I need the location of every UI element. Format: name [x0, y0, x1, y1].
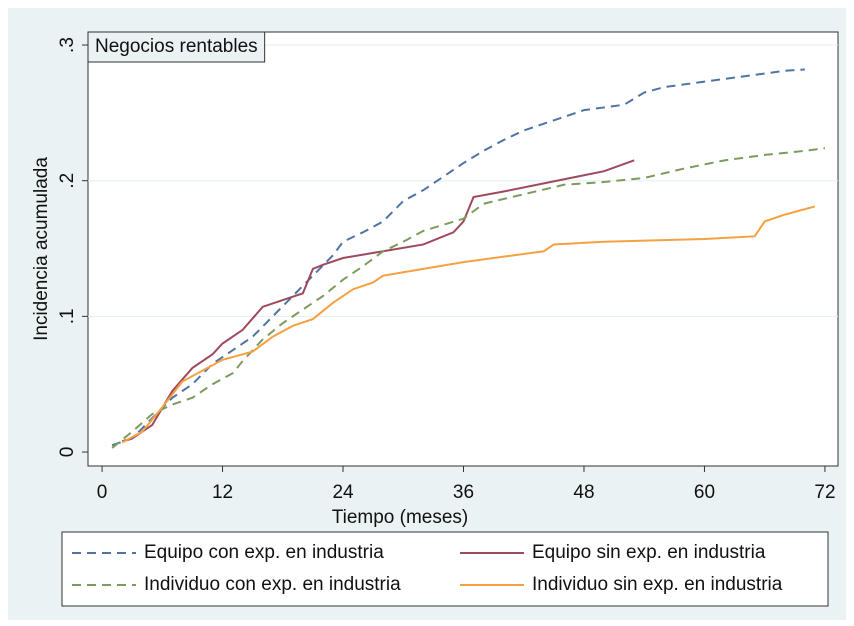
y-tick-label: .3: [57, 37, 78, 53]
x-tick-label: 24: [332, 482, 354, 503]
series-line: [121, 159, 635, 443]
x-tick-label: 48: [573, 482, 594, 503]
series-line: [111, 147, 826, 449]
x-tick-label: 60: [694, 482, 715, 503]
legend-label: Individuo con exp. en industria: [144, 574, 401, 595]
x-tick-label: 72: [814, 482, 835, 503]
x-axis-label: Tiempo (meses): [332, 507, 469, 528]
y-tick-label: .1: [57, 308, 78, 324]
series-line: [111, 68, 805, 447]
plot-area: [87, 31, 839, 467]
title-box: [87, 31, 266, 63]
legend-label: Individuo sin exp. en industria: [532, 574, 783, 595]
y-tick-label: 0: [57, 447, 78, 458]
x-tick-label: 12: [212, 482, 233, 503]
series-line: [121, 205, 816, 444]
y-axis-label: Incidencia acumulada: [31, 157, 52, 341]
plot-title: Negocios rentables: [95, 36, 258, 57]
y-tick-label: .2: [57, 173, 78, 189]
legend-label: Equipo con exp. en industria: [144, 542, 384, 563]
legend-box: [61, 531, 829, 607]
x-tick-label: 0: [97, 482, 108, 503]
x-tick-label: 36: [453, 482, 474, 503]
legend-label: Equipo sin exp. en industria: [532, 542, 766, 563]
